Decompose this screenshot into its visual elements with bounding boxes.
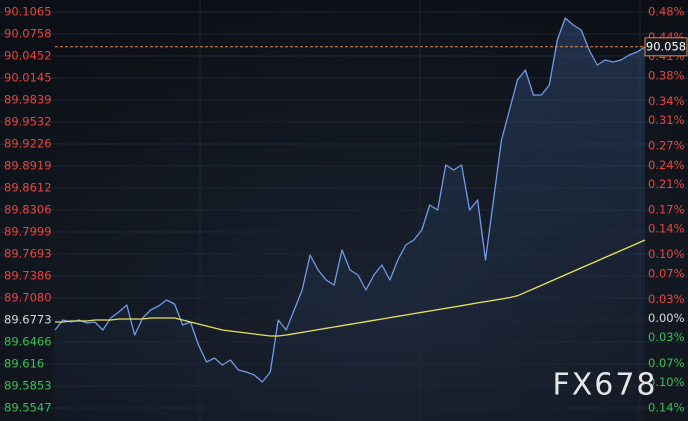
y2-tick-label: 0.03% xyxy=(648,330,685,344)
y-tick-label: 89.6773 xyxy=(4,313,52,327)
y-tick-label: 89.7386 xyxy=(4,269,52,283)
y2-tick-label: 0.03% xyxy=(648,292,685,306)
y2-tick-label: 0.31% xyxy=(648,113,685,127)
y2-tick-label: 0.07% xyxy=(648,266,685,280)
last-price-box xyxy=(644,37,688,57)
y2-tick-label: 0.14% xyxy=(648,401,685,415)
y2-tick-label: 0.17% xyxy=(648,203,685,217)
y-tick-label: 90.0758 xyxy=(4,27,52,41)
plot xyxy=(54,17,646,421)
y2-tick-label: 0.27% xyxy=(648,139,685,153)
last-price-label: 90.058 xyxy=(646,39,686,53)
y-tick-label: 89.7693 xyxy=(4,246,52,260)
y2-tick-label: 0.34% xyxy=(648,94,685,108)
y-tick-label: 89.5547 xyxy=(4,401,52,415)
y-tick-label: 89.9226 xyxy=(4,136,52,150)
watermark: FX678 xyxy=(552,368,657,403)
y-tick-label: 89.8306 xyxy=(4,203,52,217)
y-tick-label: 89.616 xyxy=(4,357,44,371)
y-tick-label: 90.0452 xyxy=(4,48,52,62)
y2-tick-label: 0.10% xyxy=(648,247,685,261)
y-tick-label: 89.6466 xyxy=(4,335,52,349)
y2-tick-label: 0.24% xyxy=(648,158,685,172)
y-tick-label: 89.9839 xyxy=(4,92,52,106)
line xyxy=(55,239,646,337)
y-tick-label: 89.7080 xyxy=(4,290,52,304)
y2-tick-label: 0.38% xyxy=(648,68,685,82)
y2-tick-label: 0.14% xyxy=(648,222,685,236)
y2-tick-label: 0.00% xyxy=(648,311,685,325)
y2-tick-label: 0.10% xyxy=(648,375,685,389)
y-tick-label: 89.7999 xyxy=(4,225,52,239)
y-tick-label: 89.5853 xyxy=(4,379,52,393)
y2-tick-label: 0.21% xyxy=(648,177,685,191)
y-tick-label: 90.1065 xyxy=(4,5,52,19)
labels: 90.1065 90.0758 90.0452 90.0145 89.9839 89.95… xyxy=(4,5,688,415)
area xyxy=(55,18,645,421)
y-tick-label: 90.0145 xyxy=(4,71,52,85)
y2-tick-label: 0.07% xyxy=(648,356,685,370)
y-tick-label: 89.8919 xyxy=(4,159,52,173)
y2-tick-label: 0.48% xyxy=(648,5,685,19)
y-tick-label: 89.8612 xyxy=(4,181,52,195)
line xyxy=(54,17,646,383)
y-tick-label: 89.9532 xyxy=(4,115,52,129)
